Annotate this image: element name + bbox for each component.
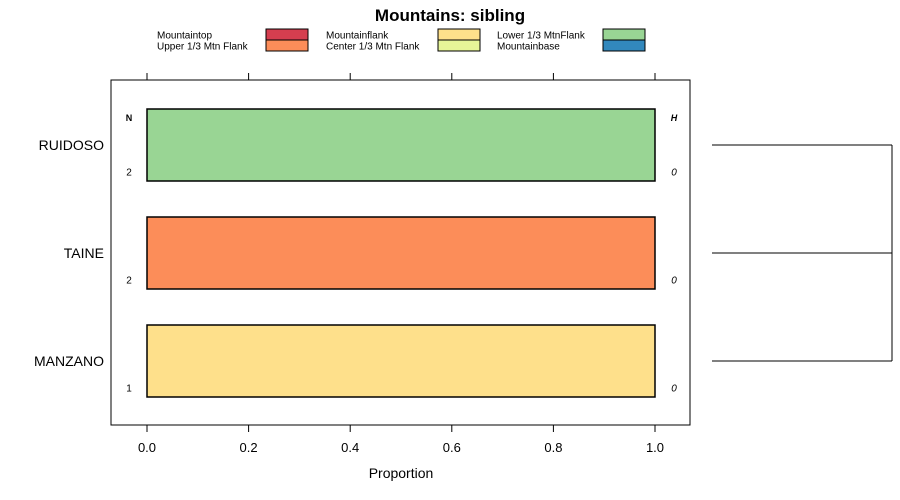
legend-label: Lower 1/3 MtnFlank (497, 31, 586, 42)
legend-item-upper-1-3-mtn-flank: Upper 1/3 Mtn Flank (157, 39, 309, 53)
x-tick-label: 0.8 (544, 440, 562, 455)
category-label-manzano: MANZANO (34, 353, 104, 369)
legend-swatch (265, 39, 309, 52)
n-header: N (126, 113, 133, 123)
x-axis-title: Proportion (369, 465, 434, 481)
bars (146, 108, 656, 398)
x-axis: 0.0 0.2 0.4 0.6 0.8 1.0 (138, 425, 664, 455)
legend-swatch (437, 39, 481, 52)
legend-item-center-1-3-mtn-flank: Center 1/3 Mtn Flank (326, 39, 481, 53)
x-tick-label: 0.2 (240, 440, 258, 455)
legend-label: Mountaintop (157, 31, 212, 42)
plot-frame (110, 79, 691, 426)
legend-label: Center 1/3 Mtn Flank (326, 42, 420, 53)
legend-swatch (437, 28, 481, 41)
x-tick-label: 1.0 (646, 440, 664, 455)
legend-label: Upper 1/3 Mtn Flank (157, 42, 249, 53)
legend-swatch (602, 28, 646, 41)
n-value-taine: 2 (126, 276, 132, 287)
legend-item-mountainbase: Mountainbase (497, 39, 646, 53)
x-tick-label: 0.4 (341, 440, 359, 455)
legend-swatch (265, 28, 309, 41)
n-value-ruidoso: 2 (126, 168, 132, 179)
top-axis-ticks (146, 73, 656, 80)
h-header: H (671, 113, 678, 123)
bar-outline-manzano (146, 324, 656, 398)
n-value-manzano: 1 (126, 384, 132, 395)
bar-manzano-mountainflank (147, 325, 655, 397)
dendrogram (712, 144, 893, 362)
h-value-taine: 0 (671, 276, 677, 287)
bar-ruidoso-lower-1-3-mtnflank (147, 109, 655, 181)
h-value-ruidoso: 0 (671, 168, 677, 179)
x-tick-label: 0.6 (443, 440, 461, 455)
legend-swatch (602, 39, 646, 52)
bar-outline-taine (146, 216, 656, 290)
category-label-taine: TAINE (64, 245, 104, 261)
bar-taine-upper-1-3-mtn-flank (147, 217, 655, 289)
legend-label: Mountainbase (497, 42, 560, 53)
bar-outline-ruidoso (146, 108, 656, 182)
legend: Mountaintop Mountainflank Lower 1/3 MtnFla… (157, 28, 646, 53)
legend-label: Mountainflank (326, 31, 389, 42)
category-label-ruidoso: RUIDOSO (39, 137, 104, 153)
n-h-annotations: N H 2 0 2 0 1 0 (126, 113, 678, 395)
h-value-manzano: 0 (671, 384, 677, 395)
chart-title: Mountains: sibling (375, 6, 525, 25)
x-tick-label: 0.0 (138, 440, 156, 455)
category-labels: RUIDOSO TAINE MANZANO (34, 137, 104, 369)
